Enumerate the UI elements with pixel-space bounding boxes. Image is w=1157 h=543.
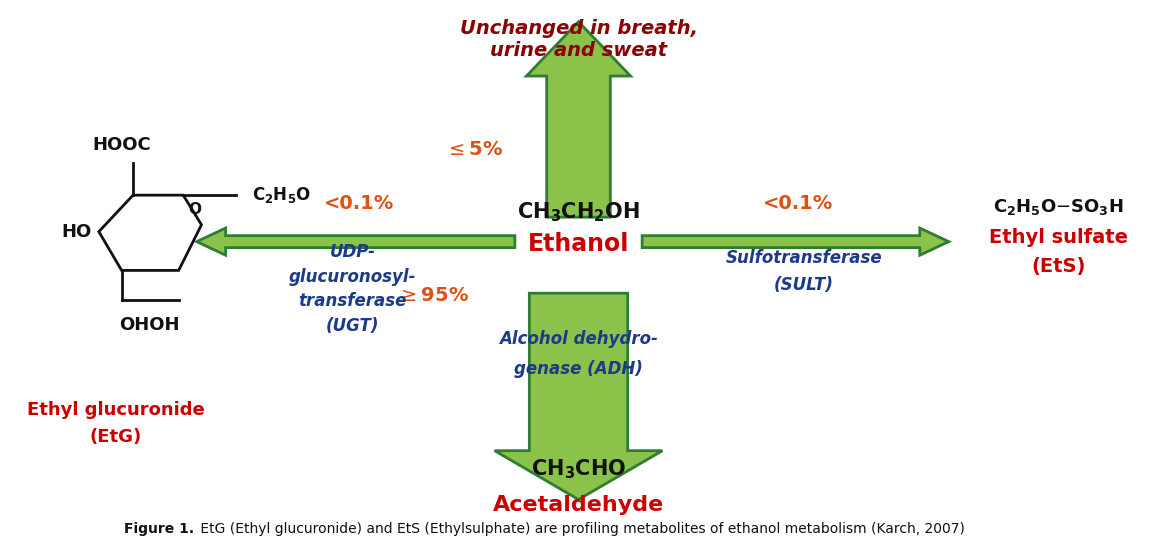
Text: urine and sweat: urine and sweat: [489, 41, 668, 60]
Text: $\geq$95%: $\geq$95%: [397, 287, 469, 305]
Text: glucuronosyl-: glucuronosyl-: [289, 268, 417, 286]
Text: $\mathbf{C_2H_5O\mathsf{-}SO_3H}$: $\mathbf{C_2H_5O\mathsf{-}SO_3H}$: [994, 198, 1123, 217]
Polygon shape: [642, 228, 949, 255]
Text: (EtG): (EtG): [89, 428, 142, 446]
Polygon shape: [197, 228, 515, 255]
Polygon shape: [495, 293, 662, 500]
Text: <0.1%: <0.1%: [764, 194, 833, 213]
Text: Unchanged in breath,: Unchanged in breath,: [459, 19, 698, 38]
Text: UDP-: UDP-: [330, 243, 376, 262]
Text: $\mathbf{CH_3CHO}$: $\mathbf{CH_3CHO}$: [531, 458, 626, 482]
Text: Ethyl glucuronide: Ethyl glucuronide: [27, 401, 205, 419]
Text: OHOH: OHOH: [119, 316, 179, 334]
Text: Figure 1.: Figure 1.: [124, 522, 194, 536]
Text: O: O: [189, 203, 201, 218]
Text: transferase: transferase: [299, 292, 407, 311]
Text: (SULT): (SULT): [774, 276, 834, 294]
Text: EtG (Ethyl glucuronide) and EtS (Ethylsulphate) are profiling metabolites of eth: EtG (Ethyl glucuronide) and EtS (Ethylsu…: [196, 522, 965, 536]
Text: Ethyl sulfate: Ethyl sulfate: [989, 229, 1128, 247]
Polygon shape: [526, 22, 631, 217]
Text: (UGT): (UGT): [326, 317, 379, 335]
Text: Alcohol dehydro-: Alcohol dehydro-: [499, 330, 658, 349]
Text: Acetaldehyde: Acetaldehyde: [493, 495, 664, 515]
Text: <0.1%: <0.1%: [324, 194, 393, 213]
Text: (EtS): (EtS): [1032, 257, 1085, 275]
Text: HO: HO: [61, 223, 93, 241]
Text: Sulfotransferase: Sulfotransferase: [725, 249, 883, 267]
Text: genase (ADH): genase (ADH): [514, 360, 643, 378]
Text: HOOC: HOOC: [93, 136, 150, 154]
Text: Ethanol: Ethanol: [528, 232, 629, 256]
Text: $\mathbf{C_2H_5O}$: $\mathbf{C_2H_5O}$: [251, 185, 311, 205]
Text: $\leq$5%: $\leq$5%: [445, 140, 503, 159]
Text: $\mathbf{CH_3CH_2OH}$: $\mathbf{CH_3CH_2OH}$: [517, 200, 640, 224]
